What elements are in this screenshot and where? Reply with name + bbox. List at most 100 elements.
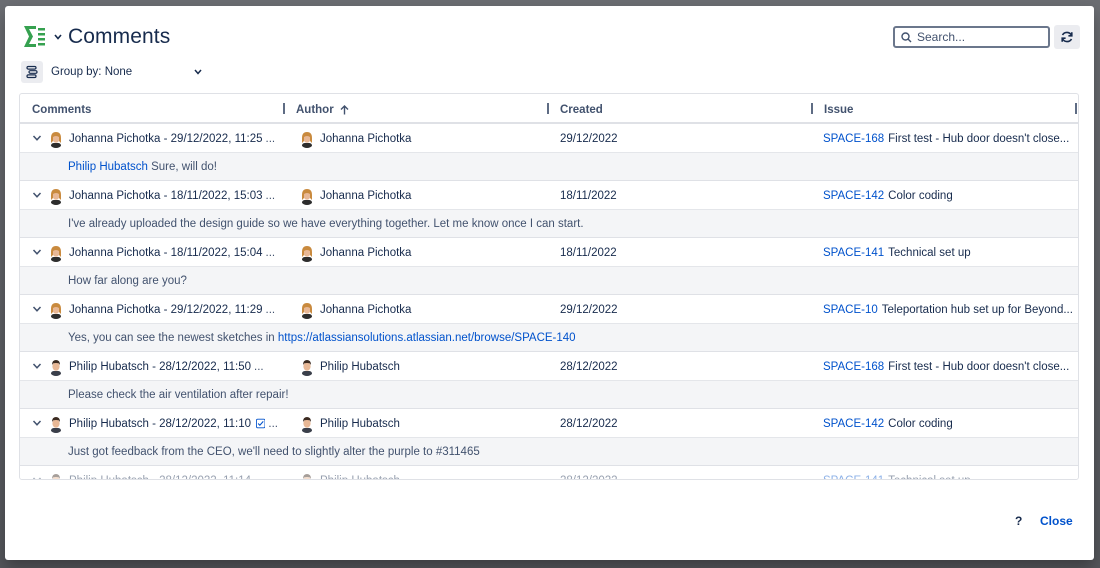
more-indicator: ... — [265, 132, 276, 145]
column-header-comments[interactable]: Comments — [32, 104, 91, 116]
chevron-down-icon[interactable] — [32, 418, 42, 428]
table-body: Johanna Pichotka - 29/12/2022, 11:25... J… — [20, 124, 1078, 480]
comment-cell[interactable]: Johanna Pichotka - 18/11/2022, 15:03... — [48, 181, 278, 210]
author-cell: Johanna Pichotka — [299, 124, 539, 153]
issue-key-link[interactable]: SPACE-168 — [823, 360, 885, 373]
search-input[interactable] — [917, 30, 1042, 44]
author-cell: Johanna Pichotka — [299, 181, 539, 210]
user-avatar — [51, 359, 61, 376]
table-row[interactable]: Philip Hubatsch - 28/12/2022, 11:50... Ph… — [20, 352, 1078, 381]
refresh-button[interactable] — [1054, 25, 1080, 49]
comment-cell[interactable]: Johanna Pichotka - 29/12/2022, 11:25... — [48, 124, 278, 153]
issue-key-link[interactable]: SPACE-10 — [823, 303, 878, 316]
comments-table: Comments Author Created Issue Johanna Pi… — [19, 93, 1079, 480]
comment-text: Please check the air ventilation after r… — [68, 389, 289, 401]
comment-meta: Philip Hubatsch - 28/12/2022, 11:50 — [69, 360, 251, 373]
checkbox-icon — [256, 418, 266, 429]
column-resizer[interactable] — [811, 103, 813, 114]
created-cell: 29/12/2022 — [560, 124, 800, 153]
issue-title: Color coding — [888, 189, 953, 202]
chevron-down-icon[interactable] — [32, 304, 42, 314]
group-by-select[interactable]: Group by: None — [21, 61, 202, 83]
issue-key-link[interactable]: SPACE-141 — [823, 475, 884, 480]
table-row[interactable]: Johanna Pichotka - 18/11/2022, 15:03... J… — [20, 181, 1078, 210]
issue-key-link[interactable]: SPACE-168 — [823, 132, 885, 145]
more-indicator: ... — [254, 360, 264, 373]
author-cell: Johanna Pichotka — [299, 238, 539, 267]
more-indicator: ... — [268, 417, 278, 430]
user-avatar — [51, 188, 61, 205]
created-date: 18/11/2022 — [560, 246, 617, 259]
user-avatar — [51, 302, 61, 319]
user-mention-link[interactable]: Philip Hubatsch — [68, 161, 148, 173]
issue-cell: SPACE-10 Teleportation hub set up for Bey… — [823, 295, 1078, 324]
group-by-icon — [21, 61, 43, 83]
table-row[interactable]: Philip Hubatsch - 28/12/2022, 11:14... Ph… — [20, 466, 1078, 480]
issue-title: Color coding — [888, 417, 953, 430]
comment-meta: Philip Hubatsch - 28/12/2022, 11:10 — [69, 417, 251, 430]
table-row[interactable]: Johanna Pichotka - 29/12/2022, 11:29... J… — [20, 295, 1078, 324]
search-field[interactable] — [893, 26, 1050, 48]
column-resizer[interactable] — [283, 103, 285, 114]
chevron-down-icon[interactable] — [32, 190, 42, 200]
comment-cell[interactable]: Johanna Pichotka - 29/12/2022, 11:29... — [48, 295, 278, 324]
chevron-down-icon[interactable] — [32, 247, 42, 257]
table-row[interactable]: Philip Hubatsch - 28/12/2022, 11:10... Ph… — [20, 409, 1078, 438]
comment-text: Yes, you can see the newest sketches in — [68, 332, 278, 344]
author-avatar — [302, 131, 312, 148]
more-indicator: ... — [265, 189, 276, 202]
app-logo-icon[interactable] — [22, 24, 47, 49]
column-label: Created — [560, 104, 603, 116]
comment-meta: Johanna Pichotka - 29/12/2022, 11:25 — [69, 132, 263, 145]
comment-cell[interactable]: Philip Hubatsch - 28/12/2022, 11:14... — [48, 466, 278, 479]
user-avatar — [51, 416, 61, 433]
issue-key-link[interactable]: SPACE-142 — [823, 189, 885, 202]
more-indicator: ... — [265, 303, 276, 316]
column-resizer[interactable] — [1075, 103, 1077, 114]
dialog-header: Comments — [22, 24, 170, 49]
issue-cell: SPACE-142 Color coding — [823, 181, 1078, 210]
app-menu-chevron-down-icon[interactable] — [51, 30, 65, 44]
comment-cell[interactable]: Philip Hubatsch - 28/12/2022, 11:50... — [48, 352, 278, 381]
issue-key-link[interactable]: SPACE-142 — [823, 417, 885, 430]
comment-meta: Johanna Pichotka - 18/11/2022, 15:04 — [69, 246, 263, 259]
comment-text: Sure, will do! — [151, 161, 217, 173]
author-cell: Philip Hubatsch — [299, 409, 539, 438]
comments-dialog: Comments Group by: None — [5, 6, 1094, 560]
column-resizer[interactable] — [547, 103, 549, 114]
issue-key-link[interactable]: SPACE-141 — [823, 246, 885, 259]
page-title: Comments — [68, 24, 171, 48]
chevron-down-icon[interactable] — [32, 475, 42, 480]
column-label: Author — [296, 104, 334, 116]
column-header-author[interactable]: Author — [296, 104, 349, 116]
created-date: 28/12/2022 — [560, 475, 618, 480]
author-avatar — [303, 473, 311, 479]
search-icon — [901, 31, 912, 42]
table-row[interactable]: Johanna Pichotka - 18/11/2022, 15:04... J… — [20, 238, 1078, 267]
created-cell: 18/11/2022 — [560, 238, 800, 267]
column-header-issue[interactable]: Issue — [824, 104, 853, 116]
refresh-icon — [1061, 31, 1073, 43]
author-name: Johanna Pichotka — [320, 303, 412, 316]
help-button[interactable]: ? — [1015, 514, 1023, 528]
comment-cell[interactable]: Johanna Pichotka - 18/11/2022, 15:04... — [48, 238, 278, 267]
created-date: 29/12/2022 — [560, 303, 618, 316]
author-avatar — [302, 245, 312, 262]
column-header-created[interactable]: Created — [560, 104, 603, 116]
issue-cell: SPACE-141 Technical set up — [823, 466, 1078, 480]
close-button[interactable]: Close — [1040, 514, 1073, 528]
comment-text: How far along are you? — [68, 275, 187, 287]
comment-cell[interactable]: Philip Hubatsch - 28/12/2022, 11:10... — [48, 409, 278, 438]
chevron-down-icon[interactable] — [32, 361, 42, 371]
comment-url-link[interactable]: https://atlassiansolutions.atlassian.net… — [277, 332, 576, 344]
author-name: Johanna Pichotka — [320, 132, 412, 145]
issue-title: Technical set up — [888, 475, 970, 480]
created-cell: 28/12/2022 — [560, 409, 800, 438]
created-cell: 18/11/2022 — [560, 181, 800, 210]
chevron-down-icon[interactable] — [32, 133, 42, 143]
comment-text: Just got feedback from the CEO, we'll ne… — [68, 446, 480, 458]
table-row[interactable]: Johanna Pichotka - 29/12/2022, 11:25... J… — [20, 124, 1078, 153]
created-date: 29/12/2022 — [560, 132, 618, 145]
author-name: Philip Hubatsch — [320, 475, 400, 480]
chevron-down-icon — [194, 69, 202, 75]
